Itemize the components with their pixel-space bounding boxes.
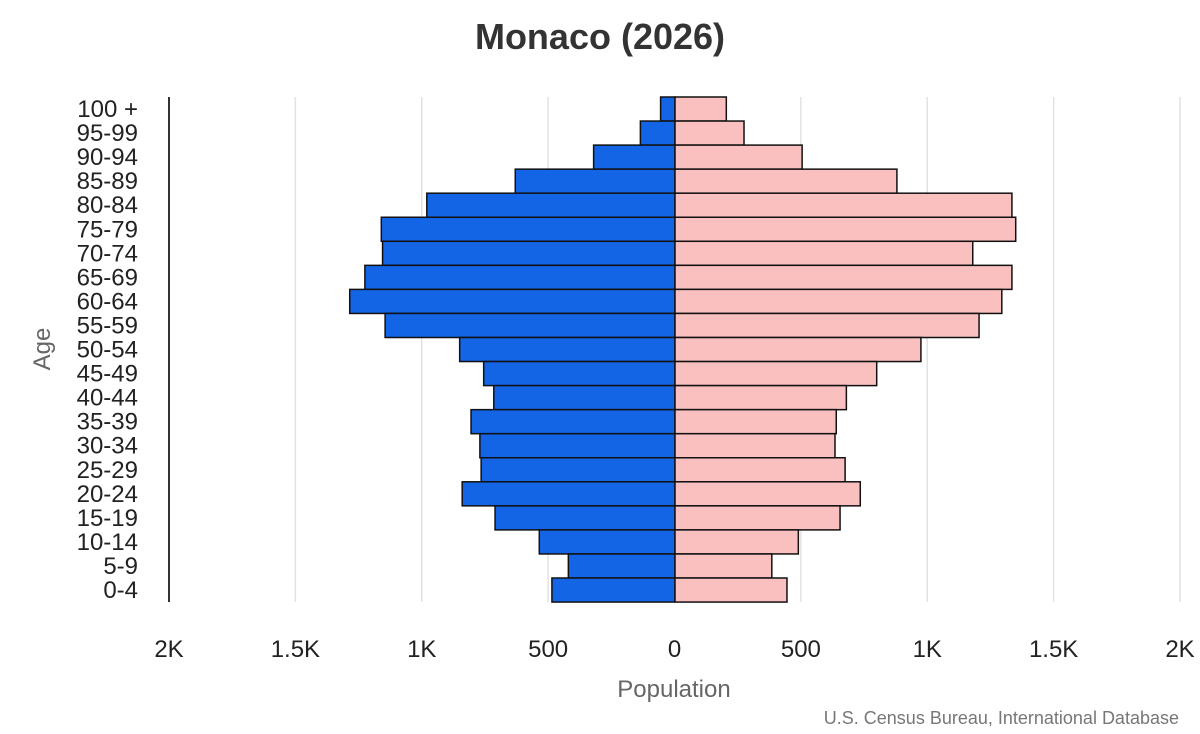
age-label: 85-89 (77, 168, 138, 195)
bar-left (567, 553, 676, 579)
x-tick-label: 2K (154, 636, 183, 663)
bar-left (482, 360, 676, 387)
age-label: 5-9 (103, 553, 138, 580)
age-label: 50-54 (77, 337, 138, 364)
bar-right (674, 529, 800, 555)
bar-left (381, 240, 676, 267)
bar-right (674, 432, 836, 459)
x-tick-label: 1K (407, 636, 436, 663)
bar-left (458, 336, 676, 363)
bar-right (674, 168, 898, 194)
chart-title: Monaco (2026) (475, 16, 725, 57)
x-tick-label: 1.5K (1029, 636, 1078, 663)
x-tick-label: 0 (668, 636, 681, 663)
age-label: 80-84 (77, 192, 138, 219)
bar-right (674, 553, 773, 579)
y-axis-title: Age (29, 328, 56, 371)
bar-left (348, 288, 676, 315)
bar-right (674, 264, 1013, 291)
age-label: 60-64 (77, 288, 138, 315)
bar-left (426, 192, 676, 218)
age-label: 95-99 (77, 120, 138, 147)
x-tick-label: 2K (1165, 636, 1194, 663)
bar-right (674, 96, 728, 122)
age-label: 35-39 (77, 409, 138, 436)
bar-right (674, 481, 862, 507)
age-label: 55-59 (77, 312, 138, 339)
age-label: 100 + (77, 96, 138, 123)
bar-right (674, 312, 980, 339)
bar-right (674, 288, 1003, 315)
bar-left (461, 481, 676, 507)
x-tick-label: 1K (913, 636, 942, 663)
bars (348, 96, 1017, 603)
bar-right (674, 120, 745, 146)
age-label: 40-44 (77, 385, 138, 412)
x-tick-label: 1.5K (271, 636, 320, 663)
bar-right (674, 360, 878, 387)
bar-right (674, 144, 803, 170)
bar-left (639, 120, 676, 146)
age-label: 20-24 (77, 481, 138, 508)
bar-left (380, 216, 676, 243)
x-axis-title: Population (617, 676, 730, 703)
age-label: 45-49 (77, 361, 138, 388)
source-note: U.S. Census Bureau, International Databa… (824, 708, 1179, 728)
bar-right (674, 336, 922, 363)
bar-right (674, 192, 1013, 218)
bar-left (493, 384, 676, 411)
bar-right (674, 505, 841, 531)
age-label: 90-94 (77, 144, 138, 171)
x-tick-label: 500 (528, 636, 568, 663)
bar-left (494, 505, 676, 531)
bar-left (514, 168, 676, 194)
age-label: 10-14 (77, 529, 138, 556)
bar-right (674, 577, 788, 603)
age-label: 75-79 (77, 216, 138, 243)
bar-left (659, 96, 676, 122)
bar-left (364, 264, 676, 291)
age-label: 70-74 (77, 240, 138, 267)
bar-left (551, 577, 676, 603)
bar-left (480, 457, 676, 483)
bar-right (674, 216, 1017, 243)
bar-left (479, 432, 676, 459)
x-tick-label: 500 (781, 636, 821, 663)
age-label: 0-4 (103, 577, 138, 604)
age-label: 30-34 (77, 433, 138, 460)
population-tick-labels: 2K 1.5K 1K 500 0 500 1K 1.5K 2K (154, 636, 1194, 663)
bar-left (384, 312, 676, 339)
age-label: 65-69 (77, 264, 138, 291)
age-labels: 100 +95-9990-9485-8980-8475-7970-7465-69… (77, 96, 138, 604)
bar-right (674, 408, 838, 435)
bar-left (592, 144, 676, 170)
age-label: 25-29 (77, 457, 138, 484)
bar-left (538, 529, 676, 555)
bar-right (674, 384, 848, 411)
age-label: 15-19 (77, 505, 138, 532)
bar-right (674, 457, 846, 483)
bar-left (470, 408, 676, 435)
bar-right (674, 240, 974, 267)
